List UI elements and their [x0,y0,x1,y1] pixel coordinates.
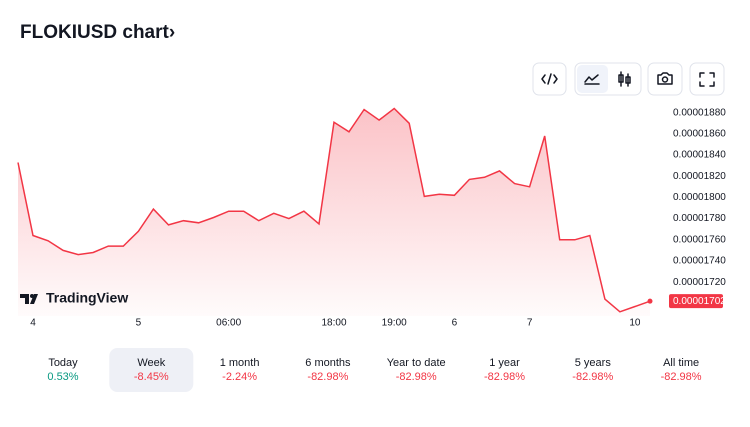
camera-icon [657,72,673,85]
period-tabs: Today 0.53% Week -8.45% 1 month -2.24% 6 month… [21,348,724,392]
period-change: -82.98% [572,371,613,383]
period-change: -8.45% [134,371,169,383]
area-icon [584,74,600,85]
logo-text: TradingView [46,290,128,306]
area-fill [18,108,650,316]
toolbar [532,62,725,96]
chart-title[interactable]: FLOKIUSD chart› [20,22,175,43]
period-tab[interactable] [285,348,370,392]
y-tick-label: 0.00001780 [673,213,726,224]
period-label: All time [663,357,699,369]
period-change: -82.98% [307,371,348,383]
period-label: 6 months [305,357,351,369]
last-price-label: 0.00001702 [673,296,726,307]
candle-style-button[interactable] [610,65,639,93]
period-tab[interactable] [374,348,459,392]
fullscreen-icon [699,72,715,87]
period-label: 1 year [489,357,520,369]
period-tab[interactable] [550,348,635,392]
y-tick-label: 0.00001820 [673,171,726,182]
x-tick-label: 19:00 [382,318,407,329]
y-tick-label: 0.00001840 [673,150,726,161]
y-tick-label: 0.00001740 [673,256,726,267]
candle-icon [618,71,631,87]
period-tab[interactable] [21,348,105,392]
period-change: -82.98% [484,371,525,383]
period-label: 1 month [220,357,260,369]
last-point [647,298,653,304]
snapshot-button[interactable] [647,62,683,96]
y-tick-label: 0.00001720 [673,277,726,288]
period-label: Today [48,357,78,369]
price-line [17,107,651,313]
y-tick-label: 0.00001800 [673,192,726,203]
period-label: 5 years [575,357,612,369]
x-tick-label: 4 [30,318,36,329]
period-change: -82.98% [661,371,702,383]
period-change: 0.53% [47,371,78,383]
x-tick-label: 6 [452,318,458,329]
period-tab[interactable] [197,348,282,392]
fullscreen-button[interactable] [689,62,725,96]
period-label: Year to date [387,357,446,369]
embed-icon [541,73,558,85]
y-tick-label: 0.00001860 [673,129,726,140]
plot: 0.00001880 0.00001860 0.00001840 0.00001820… [17,107,726,329]
period-change: -82.98% [396,371,437,383]
logo: TradingView [20,290,128,306]
last-price-box [669,294,723,309]
period-tab[interactable] [639,348,724,392]
x-tick-label: 18:00 [321,318,346,329]
period-tab[interactable] [462,348,547,392]
x-tick-label: 06:00 [216,318,241,329]
period-label: Week [137,357,165,369]
x-tick-label: 5 [136,318,142,329]
x-tick-label: 7 [527,318,533,329]
period-tab-selected[interactable] [109,348,194,392]
x-tick-label: 10 [629,318,641,329]
period-change: -2.24% [222,371,257,383]
y-tick-label: 0.00001880 [673,107,726,118]
y-tick-label: 0.00001760 [673,234,726,245]
logo-dot [30,294,34,298]
camera-lens [661,76,669,83]
